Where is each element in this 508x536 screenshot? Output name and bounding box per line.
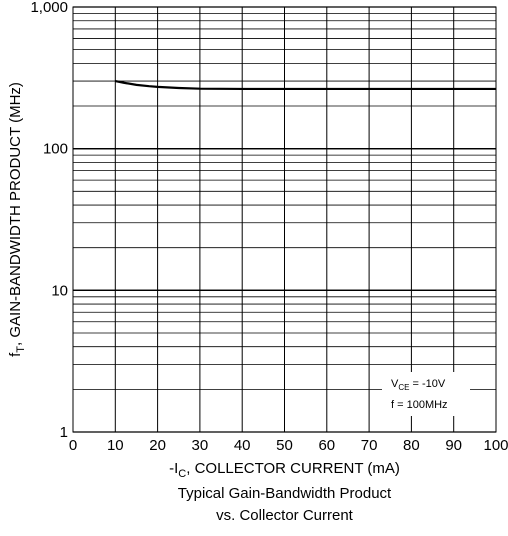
x-axis-label: -IC, COLLECTOR CURRENT (mA) <box>169 460 400 480</box>
y-tick-label: 10 <box>51 282 68 299</box>
y-tick-label: 100 <box>43 141 68 158</box>
series-line <box>115 79 496 91</box>
annotation-frequency: f = 100MHz <box>391 399 448 411</box>
y-tick-label: 1 <box>60 424 68 441</box>
x-axis-label-prefix: -I <box>169 460 178 477</box>
x-tick-label: 80 <box>403 437 420 454</box>
plot-frame <box>72 6 497 433</box>
x-tick-label: 90 <box>445 437 462 454</box>
grid <box>72 6 497 433</box>
annotation-vce-suffix: = -10V <box>409 378 445 390</box>
x-tick-label: 50 <box>276 437 293 454</box>
y-axis-label-suffix: , GAIN-BANDWIDTH PRODUCT (MHz) <box>7 82 24 346</box>
x-tick-label: 0 <box>69 437 77 454</box>
y-axis-label: fT, GAIN-BANDWIDTH PRODUCT (MHz) <box>7 82 27 357</box>
annotation-vce: VCE = -10V <box>391 378 446 392</box>
annotation-vce-sub: CE <box>398 383 409 392</box>
x-tick-label: 30 <box>192 437 209 454</box>
x-tick-label: 40 <box>234 437 251 454</box>
x-tick-label: 70 <box>361 437 378 454</box>
series-layer <box>115 79 496 91</box>
y-tick-label: 1,000 <box>30 0 68 16</box>
x-tick-label: 60 <box>318 437 335 454</box>
y-axis-label-sub: T <box>15 346 27 353</box>
annotation-vce-prefix: V <box>391 378 399 390</box>
x-axis-label-suffix: , COLLECTOR CURRENT (mA) <box>186 460 400 477</box>
x-axis-label-sub: C <box>178 468 186 480</box>
x-tick-label: 100 <box>483 437 508 454</box>
x-tick-label: 20 <box>149 437 166 454</box>
condition-annotation: VCE = -10V f = 100MHz <box>382 372 470 416</box>
annotation-background <box>382 372 470 416</box>
x-tick-label: 10 <box>107 437 124 454</box>
y-axis-label-prefix: f <box>7 352 24 357</box>
chart-title: Typical Gain-Bandwidth Product <box>178 485 392 502</box>
chart-subtitle: vs. Collector Current <box>216 507 354 524</box>
